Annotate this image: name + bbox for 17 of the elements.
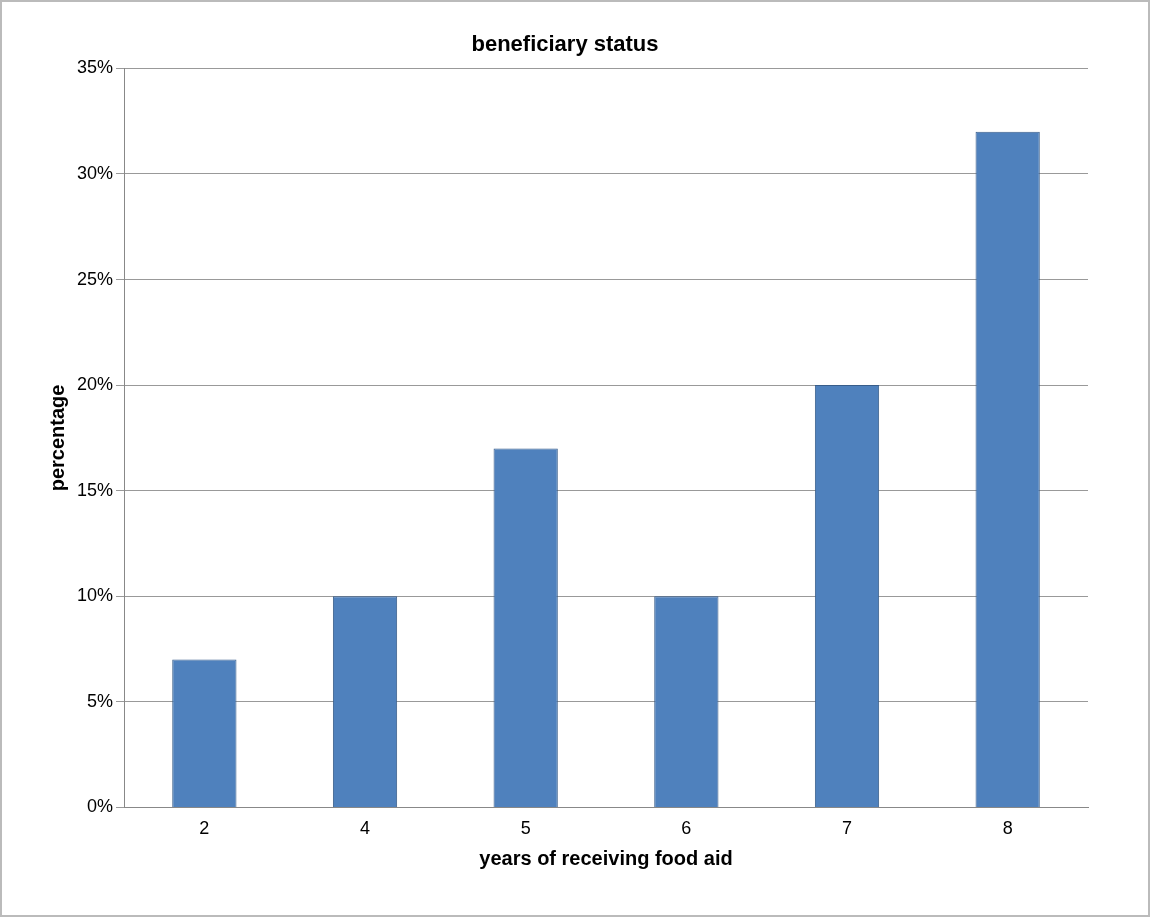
x-tick-label: 8 <box>1002 818 1013 839</box>
y-axis-title: percentage <box>45 384 68 492</box>
y-tick-label: 15% <box>77 479 114 500</box>
y-tick-label: 5% <box>87 690 114 711</box>
chart-title: beneficiary status <box>471 31 659 57</box>
x-tick-label: 7 <box>842 818 853 839</box>
x-tick-label: 6 <box>681 818 692 839</box>
y-tick-label: 30% <box>77 162 114 183</box>
y-tick-label: 35% <box>77 57 114 78</box>
x-tick-label: 2 <box>199 818 210 839</box>
y-tick-label: 0% <box>87 796 114 817</box>
x-axis-title: years of receiving food aid <box>479 846 733 869</box>
y-tick-label: 20% <box>77 374 114 395</box>
x-tick-label: 5 <box>520 818 531 839</box>
y-tick-label: 25% <box>77 268 114 289</box>
x-tick-label: 4 <box>360 818 371 839</box>
y-tick-label: 10% <box>77 585 114 606</box>
